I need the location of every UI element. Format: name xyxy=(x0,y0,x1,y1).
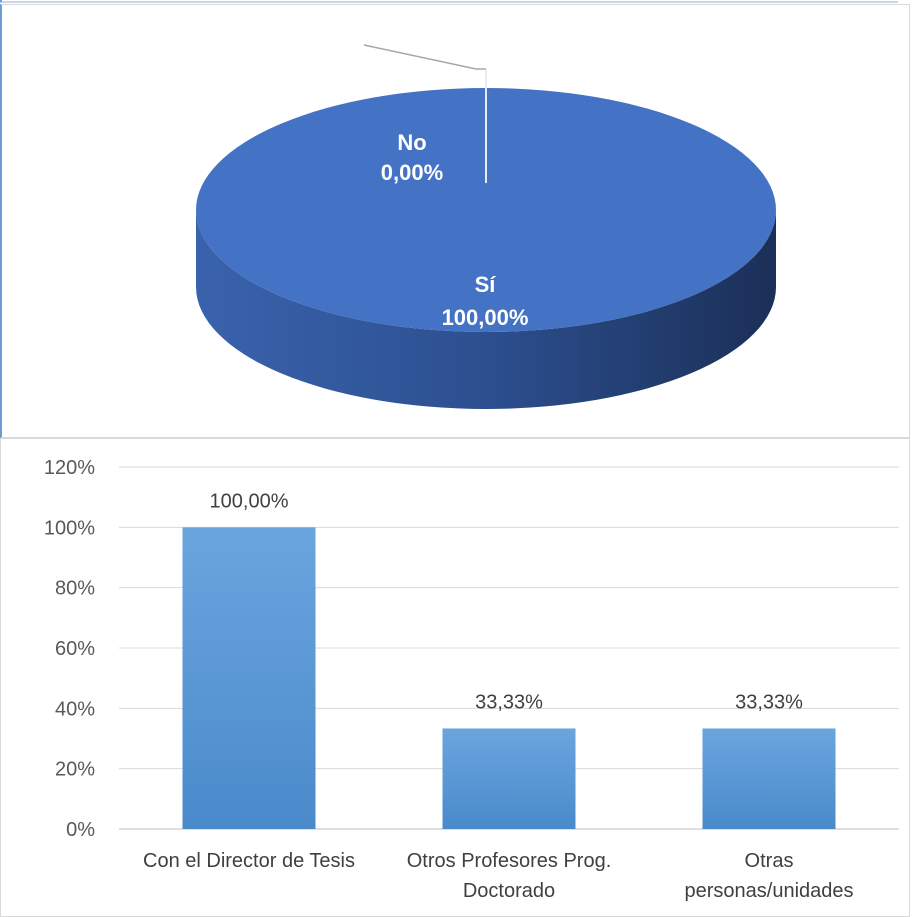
pie-label-no: No xyxy=(397,130,426,155)
x-category-label: Otras xyxy=(745,850,794,872)
y-tick-label: 120% xyxy=(44,457,95,479)
pie-chart-panel: No 0,00% Sí 100,00% xyxy=(0,4,910,438)
bar-value-label: 33,33% xyxy=(735,691,803,713)
y-tick-label: 20% xyxy=(55,759,95,781)
bar-value-label: 100,00% xyxy=(210,490,289,512)
y-tick-label: 80% xyxy=(55,578,95,600)
y-tick-label: 60% xyxy=(55,638,95,660)
pie-label-si: Sí xyxy=(475,272,497,297)
y-tick-label: 0% xyxy=(66,819,95,841)
x-category-label: Doctorado xyxy=(463,880,555,902)
pie-slice-si xyxy=(196,88,776,332)
pie-value-no: 0,00% xyxy=(381,160,443,185)
y-tick-label: 100% xyxy=(44,517,95,539)
pie-leader-line xyxy=(363,44,486,70)
bar xyxy=(702,728,836,829)
pie-side xyxy=(196,210,776,409)
x-category-label: Otros Profesores Prog. xyxy=(407,850,612,872)
bar-chart-panel: 0% 20% 40% 60% 80% 100% 120% 100,00% Con el Dire… xyxy=(0,438,910,917)
bar xyxy=(442,728,576,829)
x-category-label: personas/unidades xyxy=(684,880,853,902)
pie-value-si: 100,00% xyxy=(442,305,529,330)
bar-value-label: 33,33% xyxy=(475,691,543,713)
pie-chart: No 0,00% Sí 100,00% xyxy=(196,44,776,409)
top-border xyxy=(0,0,898,3)
bar-chart: 0% 20% 40% 60% 80% 100% 120% 100,00% Con el Dire… xyxy=(44,457,899,902)
bar xyxy=(182,527,316,829)
x-category-label: Con el Director de Tesis xyxy=(143,850,355,872)
y-tick-label: 40% xyxy=(55,698,95,720)
